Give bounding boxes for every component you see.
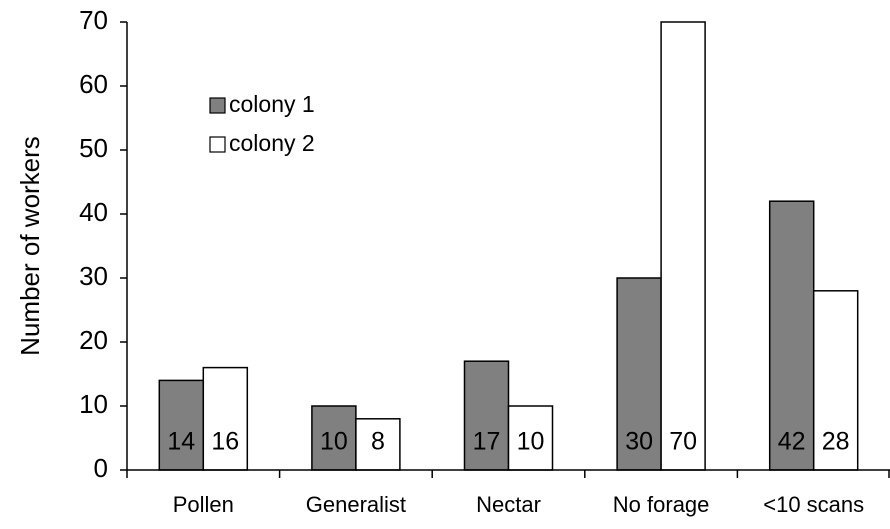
y-tick-label: 10 (79, 389, 108, 419)
bar (355, 418, 401, 471)
y-axis-title: Number of workers (15, 136, 45, 356)
x-tick-label: Nectar (476, 492, 541, 517)
y-tick-label: 20 (79, 325, 108, 355)
x-tick-label: No forage (613, 492, 710, 517)
value-label: 30 (625, 428, 653, 456)
bar (812, 290, 859, 471)
y-tick-label: 70 (79, 5, 108, 35)
x-tick-label: <10 scans (763, 492, 864, 517)
legend-swatch (209, 97, 226, 114)
value-label: 10 (517, 428, 545, 456)
legend-swatch (209, 136, 226, 153)
bar (768, 200, 815, 471)
bar (507, 405, 554, 471)
value-label: 42 (778, 428, 806, 456)
y-tick-label: 30 (79, 261, 108, 291)
value-label: 14 (167, 428, 195, 456)
value-label: 28 (822, 428, 850, 456)
value-label: 8 (371, 428, 385, 456)
y-tick-label: 0 (94, 453, 108, 483)
value-label: 70 (669, 428, 697, 456)
y-tick-label: 40 (79, 197, 108, 227)
bar (660, 21, 706, 471)
bar (616, 277, 662, 471)
bar (158, 379, 205, 471)
legend-label: colony 2 (229, 130, 315, 156)
legend-label: colony 1 (229, 91, 315, 117)
value-label: 10 (320, 428, 348, 456)
y-tick-label: 50 (79, 133, 108, 163)
value-label: 16 (211, 428, 239, 456)
value-label: 17 (473, 428, 501, 456)
y-tick-label: 60 (79, 69, 108, 99)
x-tick-label: Generalist (306, 492, 406, 517)
x-tick-label: Pollen (173, 492, 234, 517)
